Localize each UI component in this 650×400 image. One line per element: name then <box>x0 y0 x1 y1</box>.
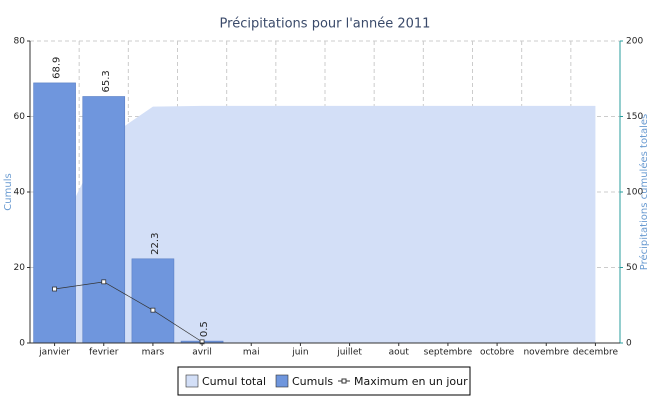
x-tick-label: septembre <box>424 348 473 358</box>
marker <box>52 286 57 292</box>
y-tick-label: 20 <box>14 263 26 273</box>
bar <box>33 82 76 344</box>
y-tick-label: 0 <box>19 339 25 349</box>
y-axis-title: Cumuls <box>3 173 14 210</box>
x-tick-label: mai <box>243 348 260 358</box>
bar <box>131 258 175 344</box>
value-label: 68.9 <box>52 57 63 79</box>
y-tick-label: 60 <box>14 112 26 122</box>
x-tick-label: juillet <box>336 348 362 358</box>
legend-box <box>177 366 471 396</box>
y2-tick-label: 100 <box>626 188 643 198</box>
y2-tick-label: 150 <box>626 112 643 122</box>
y2-tick-label: 200 <box>626 37 643 47</box>
bar <box>82 96 126 344</box>
value-label: 0.5 <box>199 321 210 337</box>
legend-swatch <box>275 374 289 388</box>
legend-marker <box>341 378 347 384</box>
legend-label: Maximum en un jour <box>354 375 468 388</box>
x-tick-label: fevrier <box>89 348 119 358</box>
x-tick-label: octobre <box>480 348 515 358</box>
x-tick-label: decembre <box>573 348 619 358</box>
x-tick-label: aout <box>389 348 410 358</box>
legend-label: Cumuls <box>292 375 333 388</box>
x-tick-label: mars <box>142 348 165 358</box>
y2-tick-label: 50 <box>626 263 638 273</box>
x-tick-label: juin <box>291 348 308 358</box>
y-tick-label: 80 <box>14 37 26 47</box>
y-tick-label: 40 <box>14 188 26 198</box>
marker <box>150 307 156 313</box>
y2-tick-label: 0 <box>626 339 632 349</box>
x-tick-label: janvier <box>38 348 70 358</box>
marker <box>101 279 107 285</box>
legend-swatch <box>185 374 199 388</box>
value-label: 22.3 <box>150 233 161 255</box>
y2-axis-title: Précipitations cumulées totales <box>638 114 650 271</box>
area <box>54 105 596 344</box>
line <box>54 281 203 343</box>
chart-title: Précipitations pour l'année 2011 <box>220 17 431 32</box>
value-label: 65.3 <box>101 70 112 92</box>
x-tick-label: avril <box>192 348 212 358</box>
legend-label: Cumul total <box>202 375 266 388</box>
x-tick-label: novembre <box>523 348 569 358</box>
